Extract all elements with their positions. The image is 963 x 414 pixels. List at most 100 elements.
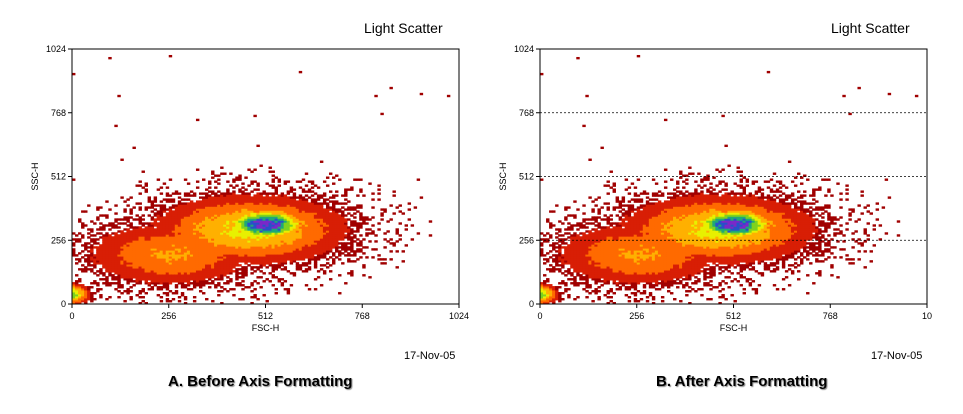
density-cell xyxy=(555,232,559,235)
density-cell xyxy=(129,222,133,225)
density-cell xyxy=(189,288,194,291)
density-cell xyxy=(651,258,656,261)
density-cell xyxy=(159,218,164,221)
density-cell xyxy=(108,240,112,243)
density-cell xyxy=(235,262,239,265)
density-cell xyxy=(259,204,263,207)
density-cell xyxy=(141,252,145,255)
density-cell xyxy=(211,220,215,223)
density-cell xyxy=(651,228,656,231)
density-cell xyxy=(84,210,88,213)
density-cell xyxy=(603,250,607,253)
density-cell xyxy=(165,266,170,269)
density-cell xyxy=(347,206,351,209)
density-cell xyxy=(138,234,142,237)
density-cell xyxy=(144,252,148,255)
density-cell xyxy=(368,228,372,231)
density-cell xyxy=(365,216,369,219)
density-cell xyxy=(192,262,197,265)
density-cell xyxy=(618,272,623,275)
density-cell xyxy=(144,250,148,253)
density-cell xyxy=(214,248,218,251)
density-cell xyxy=(135,246,139,249)
density-cell xyxy=(202,276,206,279)
density-cell xyxy=(214,252,218,255)
density-cell xyxy=(214,270,218,273)
density-cell xyxy=(96,284,100,287)
density-cell xyxy=(186,220,191,223)
density-cell xyxy=(156,272,161,275)
density-cell xyxy=(232,262,236,265)
density-cell xyxy=(126,238,130,241)
density-cell xyxy=(105,216,109,219)
density-cell xyxy=(540,292,544,295)
density-cell xyxy=(138,246,142,249)
density-cell xyxy=(180,274,185,277)
density-cell xyxy=(223,274,227,277)
density-cell xyxy=(229,278,233,281)
density-cell xyxy=(271,252,275,255)
density-cell xyxy=(633,228,638,231)
density-cell xyxy=(195,268,200,271)
density-cell xyxy=(612,268,616,271)
density-cell xyxy=(328,238,333,241)
density-cell xyxy=(630,220,635,223)
density-cell xyxy=(295,234,300,237)
density-cell xyxy=(141,224,145,227)
density-cell xyxy=(648,246,653,249)
density-cell xyxy=(117,274,121,277)
density-cell xyxy=(150,228,155,231)
density-cell xyxy=(135,282,139,285)
density-cell xyxy=(81,236,85,239)
density-cell xyxy=(141,242,145,245)
density-cell xyxy=(612,280,616,283)
density-cell xyxy=(232,248,236,251)
density-cell xyxy=(338,214,342,217)
density-cell xyxy=(186,258,191,261)
density-cell xyxy=(594,270,598,273)
density-cell xyxy=(162,252,167,255)
density-cell xyxy=(217,196,221,199)
density-cell xyxy=(241,190,245,193)
density-cell xyxy=(168,54,173,58)
density-cell xyxy=(195,274,200,277)
density-cell xyxy=(253,254,257,257)
density-cell xyxy=(579,270,583,273)
density-cell xyxy=(117,252,121,255)
density-cell xyxy=(192,208,197,211)
density-cell xyxy=(153,232,158,235)
density-cell xyxy=(627,280,632,283)
density-cell xyxy=(214,198,218,201)
density-cell xyxy=(277,222,282,225)
density-cell xyxy=(81,298,85,301)
density-cell xyxy=(392,190,396,193)
density-cell xyxy=(636,248,641,251)
density-cell xyxy=(313,226,318,229)
panel-after: Light Scatter 0 256 512 768 10 0 256 512 768 1024… xyxy=(480,0,963,414)
density-cell xyxy=(618,216,623,219)
density-cell xyxy=(138,180,142,183)
density-cell xyxy=(238,250,242,253)
density-cell xyxy=(244,262,248,265)
density-cell xyxy=(310,198,315,201)
density-cell xyxy=(277,260,282,263)
density-cell xyxy=(141,266,145,269)
density-cell xyxy=(615,198,620,201)
density-cell xyxy=(87,296,91,299)
density-cell xyxy=(220,244,224,247)
density-cell xyxy=(600,246,604,249)
density-cell xyxy=(603,218,607,221)
density-cell xyxy=(198,282,203,285)
density-cell xyxy=(93,298,97,301)
density-cell xyxy=(96,250,100,253)
density-cell xyxy=(229,218,233,221)
density-cell xyxy=(108,254,112,257)
density-cell xyxy=(322,214,327,217)
density-cell xyxy=(99,270,103,273)
density-cell xyxy=(368,182,372,185)
density-cell xyxy=(621,258,626,261)
density-cell xyxy=(383,258,387,261)
density-cell xyxy=(573,214,577,217)
density-cell xyxy=(208,282,212,285)
density-cell xyxy=(630,284,635,287)
